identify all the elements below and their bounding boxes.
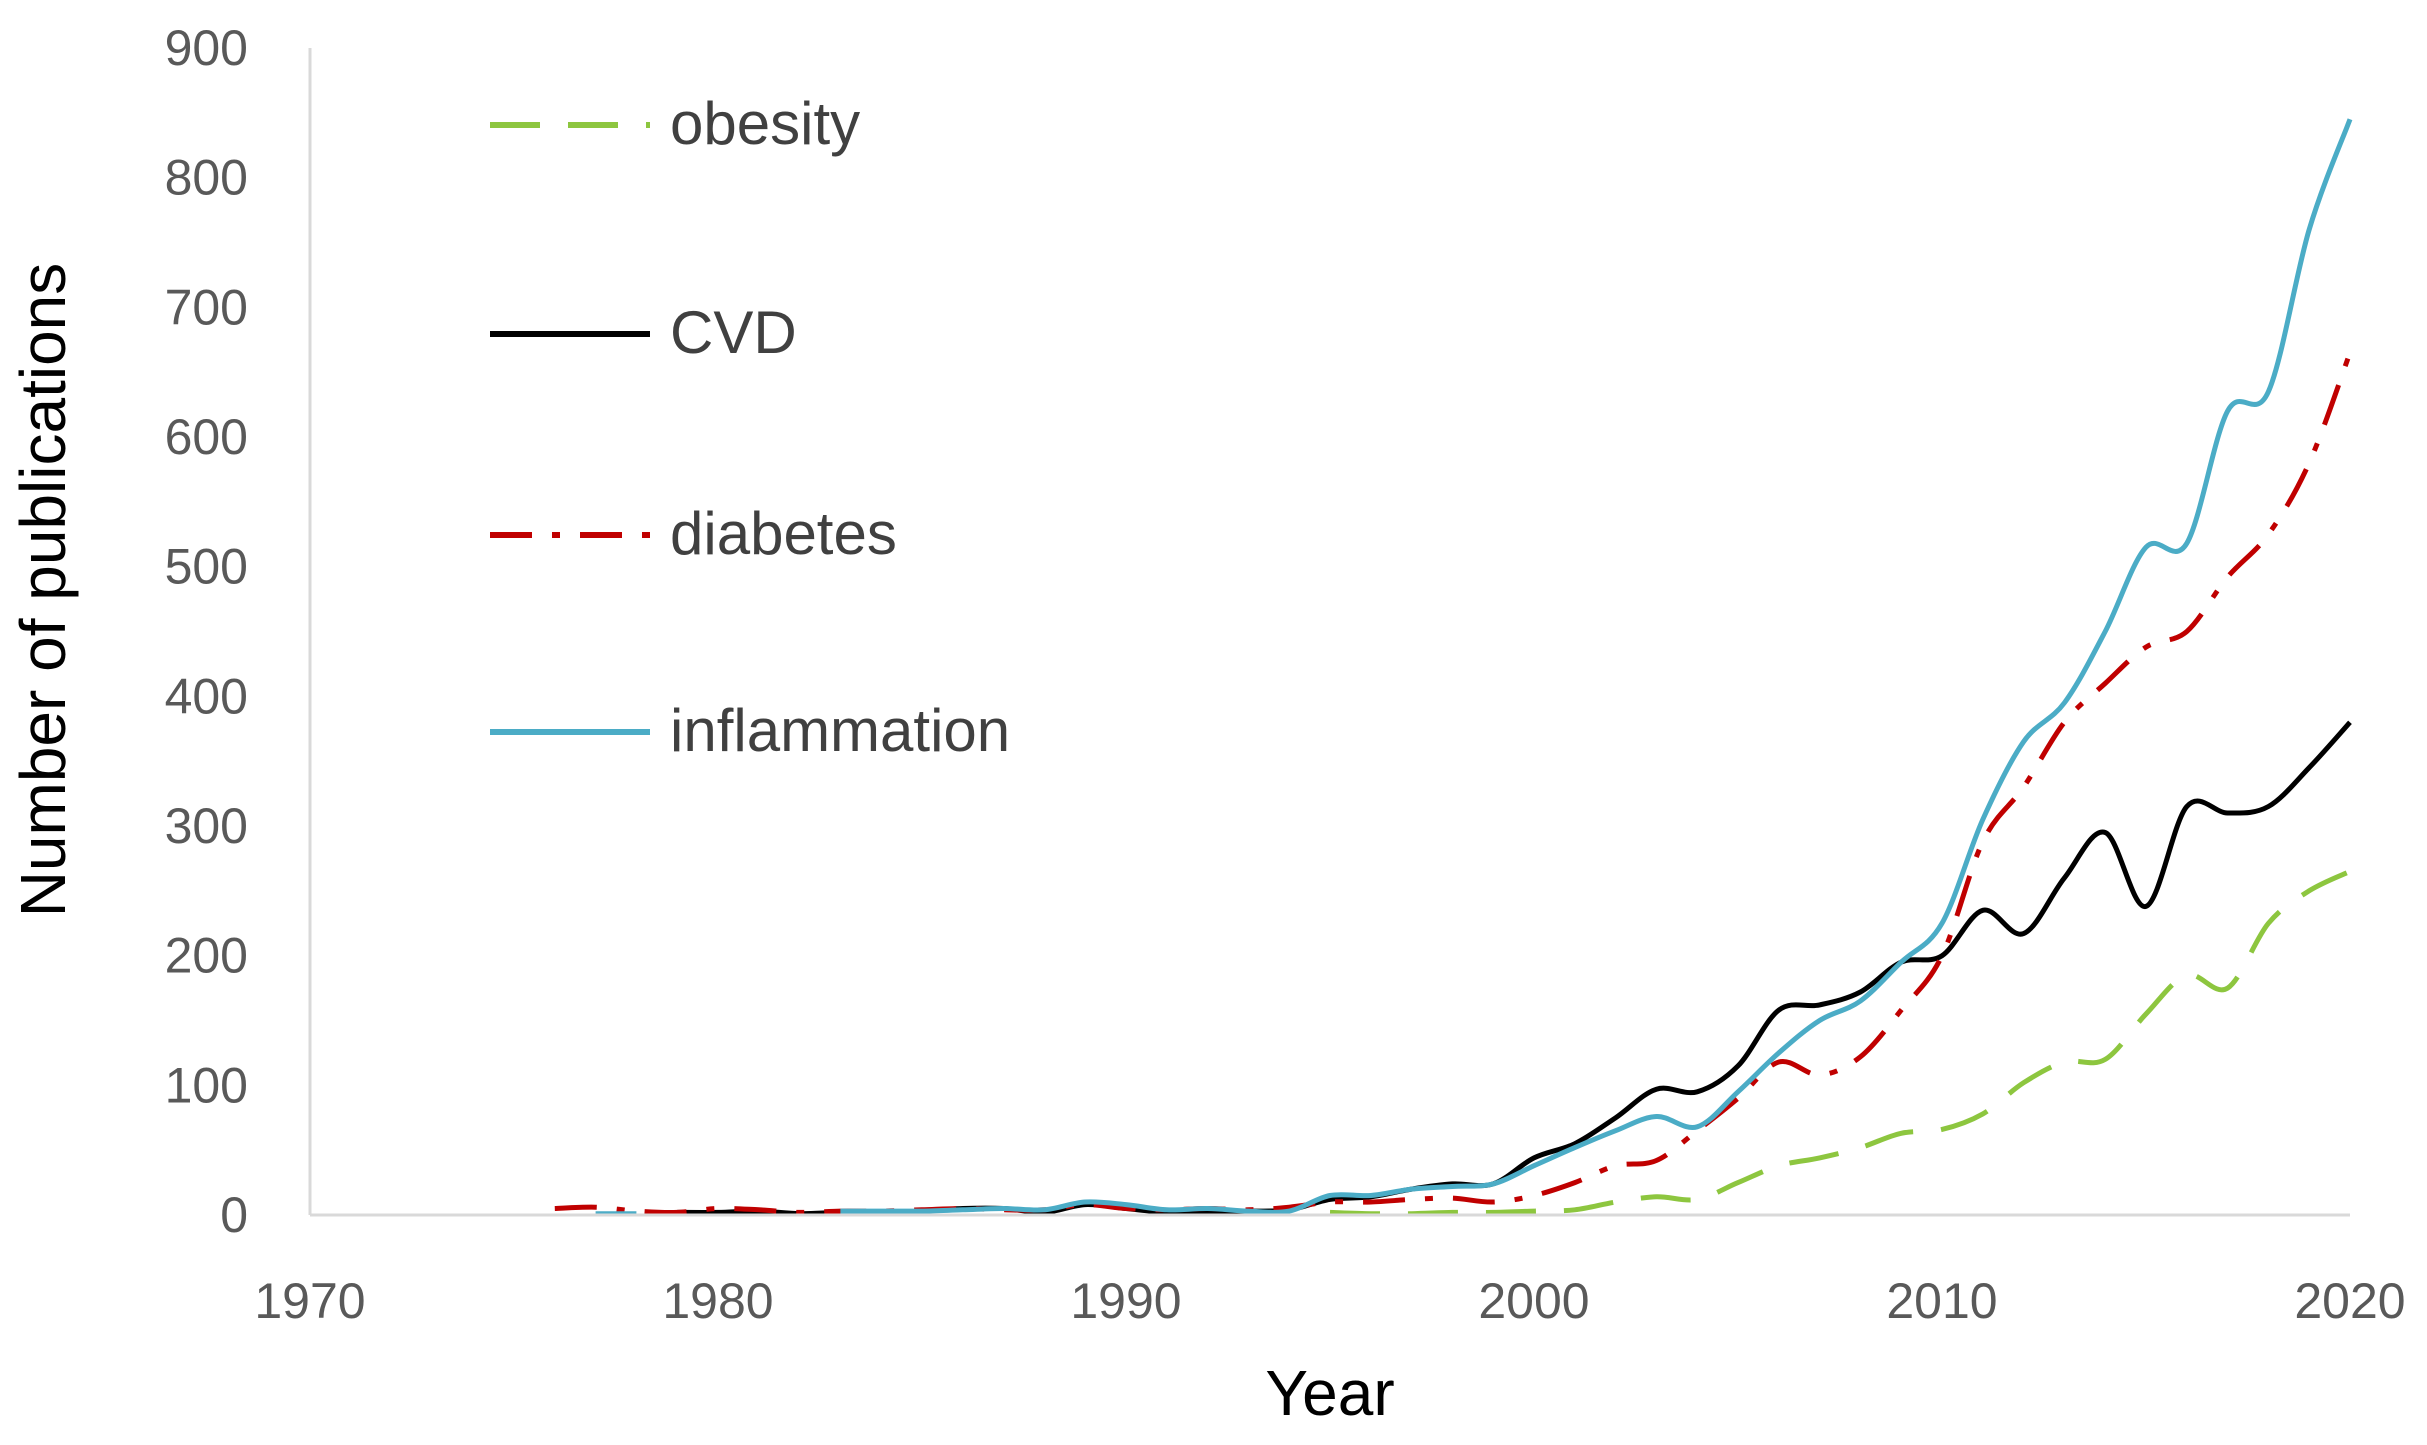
x-tick-label: 1980 bbox=[662, 1273, 773, 1329]
y-tick-label: 800 bbox=[165, 150, 248, 206]
y-tick-label: 500 bbox=[165, 539, 248, 595]
x-tick-label: 1970 bbox=[254, 1273, 365, 1329]
y-tick-label: 600 bbox=[165, 409, 248, 465]
y-tick-label: 900 bbox=[165, 20, 248, 76]
y-tick-label: 200 bbox=[165, 928, 248, 984]
x-tick-label: 2000 bbox=[1478, 1273, 1589, 1329]
x-tick-labels: 1970 1980 1990 2000 2010 2020 bbox=[254, 1273, 2405, 1329]
series-line-diabetes bbox=[554, 351, 2353, 1215]
axes bbox=[308, 48, 2350, 1217]
plot-area bbox=[554, 118, 2353, 1217]
y-tick-labels: 0 100 200 300 400 500 600 700 800 900 bbox=[165, 20, 248, 1243]
series-line-cvd bbox=[677, 720, 2352, 1217]
y-tick-label: 300 bbox=[165, 798, 248, 854]
x-tick-label: 2020 bbox=[2294, 1273, 2405, 1329]
legend-label-obesity: obesity bbox=[670, 90, 860, 157]
y-tick-label: 0 bbox=[220, 1187, 248, 1243]
y-axis-title: Number of publications bbox=[7, 263, 79, 918]
legend-label-diabetes: diabetes bbox=[670, 500, 897, 567]
x-axis-title: Year bbox=[1265, 1357, 1394, 1429]
legend: obesity CVD diabetes inflammation bbox=[490, 90, 1010, 764]
y-tick-label: 700 bbox=[165, 279, 248, 335]
series-line-inflammation bbox=[595, 118, 2353, 1217]
y-tick-label: 400 bbox=[165, 668, 248, 724]
legend-label-inflammation: inflammation bbox=[670, 697, 1010, 764]
x-tick-label: 1990 bbox=[1070, 1273, 1181, 1329]
legend-label-cvd: CVD bbox=[670, 299, 797, 366]
y-tick-label: 100 bbox=[165, 1057, 248, 1113]
series-line-obesity bbox=[1329, 869, 2352, 1217]
x-tick-label: 2010 bbox=[1886, 1273, 1997, 1329]
